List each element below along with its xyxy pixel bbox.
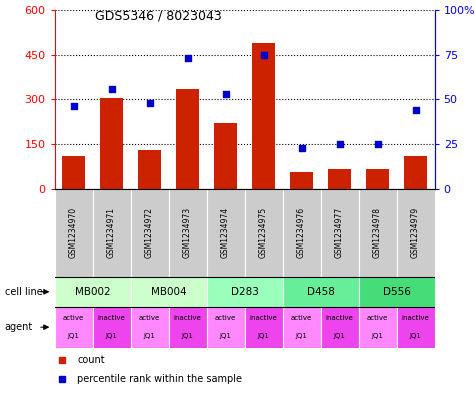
Bar — [245, 307, 283, 348]
Point — [336, 141, 343, 147]
Bar — [397, 307, 435, 348]
Text: agent: agent — [5, 322, 33, 332]
Text: GSM1234979: GSM1234979 — [411, 207, 420, 259]
Point — [374, 141, 381, 147]
Text: JQ1: JQ1 — [333, 333, 346, 339]
Text: JQ1: JQ1 — [257, 333, 270, 339]
Bar — [207, 277, 283, 307]
Bar — [93, 307, 131, 348]
Text: GSM1234976: GSM1234976 — [297, 207, 306, 259]
Bar — [366, 169, 389, 189]
Point — [260, 51, 267, 58]
Text: active: active — [291, 315, 312, 321]
Point — [70, 103, 77, 110]
Bar — [93, 189, 131, 277]
Bar — [100, 98, 123, 189]
Text: MB004: MB004 — [151, 287, 186, 297]
Bar — [214, 123, 237, 189]
Point — [184, 55, 191, 61]
Bar — [359, 307, 397, 348]
Text: GSM1234971: GSM1234971 — [107, 208, 116, 258]
Bar — [138, 150, 161, 189]
Bar — [252, 42, 275, 189]
Text: cell line: cell line — [5, 287, 42, 297]
Text: inactive: inactive — [326, 315, 353, 321]
Text: JQ1: JQ1 — [295, 333, 308, 339]
Text: JQ1: JQ1 — [105, 333, 118, 339]
Text: MB002: MB002 — [75, 287, 110, 297]
Bar — [321, 307, 359, 348]
Text: JQ1: JQ1 — [67, 333, 80, 339]
Text: D283: D283 — [231, 287, 258, 297]
Text: inactive: inactive — [250, 315, 277, 321]
Bar — [176, 89, 199, 189]
Text: JQ1: JQ1 — [371, 333, 384, 339]
Bar — [283, 307, 321, 348]
Bar — [131, 189, 169, 277]
Bar — [359, 189, 397, 277]
Bar — [55, 307, 93, 348]
Point — [146, 100, 153, 106]
Text: GSM1234970: GSM1234970 — [69, 207, 78, 259]
Bar — [397, 189, 435, 277]
Point — [108, 85, 115, 92]
Bar — [245, 189, 283, 277]
Bar — [359, 277, 435, 307]
Bar — [283, 277, 359, 307]
Text: percentile rank within the sample: percentile rank within the sample — [77, 374, 242, 384]
Text: inactive: inactive — [174, 315, 201, 321]
Point — [412, 107, 419, 113]
Text: JQ1: JQ1 — [143, 333, 156, 339]
Text: active: active — [215, 315, 236, 321]
Point — [298, 144, 305, 151]
Text: D458: D458 — [307, 287, 334, 297]
Bar — [328, 169, 351, 189]
Text: JQ1: JQ1 — [181, 333, 194, 339]
Bar — [131, 277, 207, 307]
Bar — [62, 156, 85, 189]
Bar — [283, 189, 321, 277]
Text: active: active — [367, 315, 388, 321]
Text: GSM1234977: GSM1234977 — [335, 207, 344, 259]
Text: GSM1234972: GSM1234972 — [145, 208, 154, 258]
Text: active: active — [139, 315, 160, 321]
Bar — [131, 307, 169, 348]
Text: active: active — [63, 315, 84, 321]
Bar — [55, 189, 93, 277]
Text: GSM1234975: GSM1234975 — [259, 207, 268, 259]
Text: GSM1234978: GSM1234978 — [373, 208, 382, 258]
Text: GSM1234974: GSM1234974 — [221, 207, 230, 259]
Bar — [55, 277, 131, 307]
Text: inactive: inactive — [98, 315, 125, 321]
Text: GDS5346 / 8023043: GDS5346 / 8023043 — [95, 10, 222, 23]
Bar — [207, 189, 245, 277]
Bar — [207, 307, 245, 348]
Text: D556: D556 — [383, 287, 410, 297]
Text: JQ1: JQ1 — [409, 333, 422, 339]
Bar — [404, 156, 427, 189]
Bar — [290, 172, 313, 189]
Bar — [169, 307, 207, 348]
Point — [222, 91, 229, 97]
Text: JQ1: JQ1 — [219, 333, 232, 339]
Text: count: count — [77, 354, 105, 365]
Bar — [321, 189, 359, 277]
Bar — [169, 189, 207, 277]
Text: inactive: inactive — [402, 315, 429, 321]
Text: GSM1234973: GSM1234973 — [183, 207, 192, 259]
